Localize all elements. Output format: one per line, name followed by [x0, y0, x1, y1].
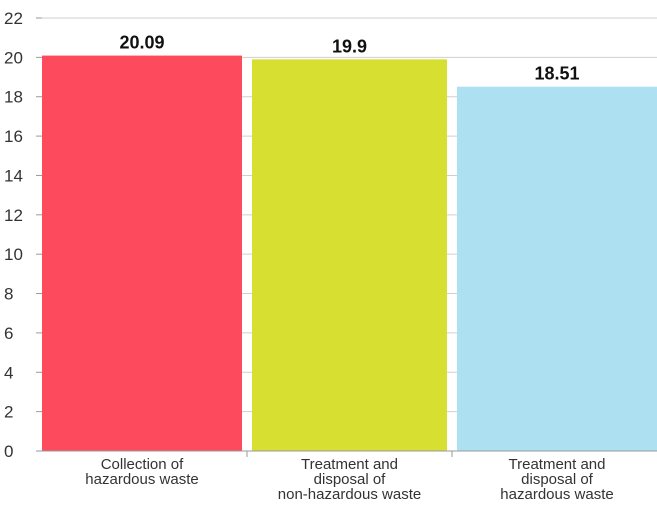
y-tick-label-20: 20	[4, 48, 23, 67]
y-tick-label-0: 0	[4, 442, 13, 461]
y-tick-label-8: 8	[4, 285, 13, 304]
y-tick-label-4: 4	[4, 363, 13, 382]
bar-1	[42, 55, 242, 451]
y-tick-label-10: 10	[4, 245, 23, 264]
x-axis-category-labels: Collection of hazardous waste Treatment an…	[85, 456, 613, 503]
data-label-1: 20.09	[119, 33, 164, 53]
data-label-3: 18.51	[534, 64, 579, 84]
y-axis-tick-labels: 0 2 4 6 8 10 12 14 16 18 20 22	[4, 9, 23, 461]
y-tick-label-12: 12	[4, 206, 23, 225]
y-tick-label-18: 18	[4, 88, 23, 107]
category-label-2: Treatment and disposal of non-hazardous wa…	[278, 456, 421, 503]
y-tick-label-14: 14	[4, 166, 23, 185]
y-tick-label-22: 22	[4, 9, 23, 28]
y-tick-label-2: 2	[4, 403, 13, 422]
y-tick-label-6: 6	[4, 324, 13, 343]
bar-2	[252, 59, 447, 451]
category-label-1: Collection of hazardous waste	[85, 456, 198, 488]
data-label-2: 19.9	[332, 36, 367, 56]
category-label-3: Treatment and disposal of hazardous waste	[500, 456, 613, 503]
bars	[42, 55, 657, 451]
y-tick-label-16: 16	[4, 127, 23, 146]
bar-3	[457, 86, 657, 451]
data-labels: 20.09 19.9 18.51	[119, 33, 579, 84]
